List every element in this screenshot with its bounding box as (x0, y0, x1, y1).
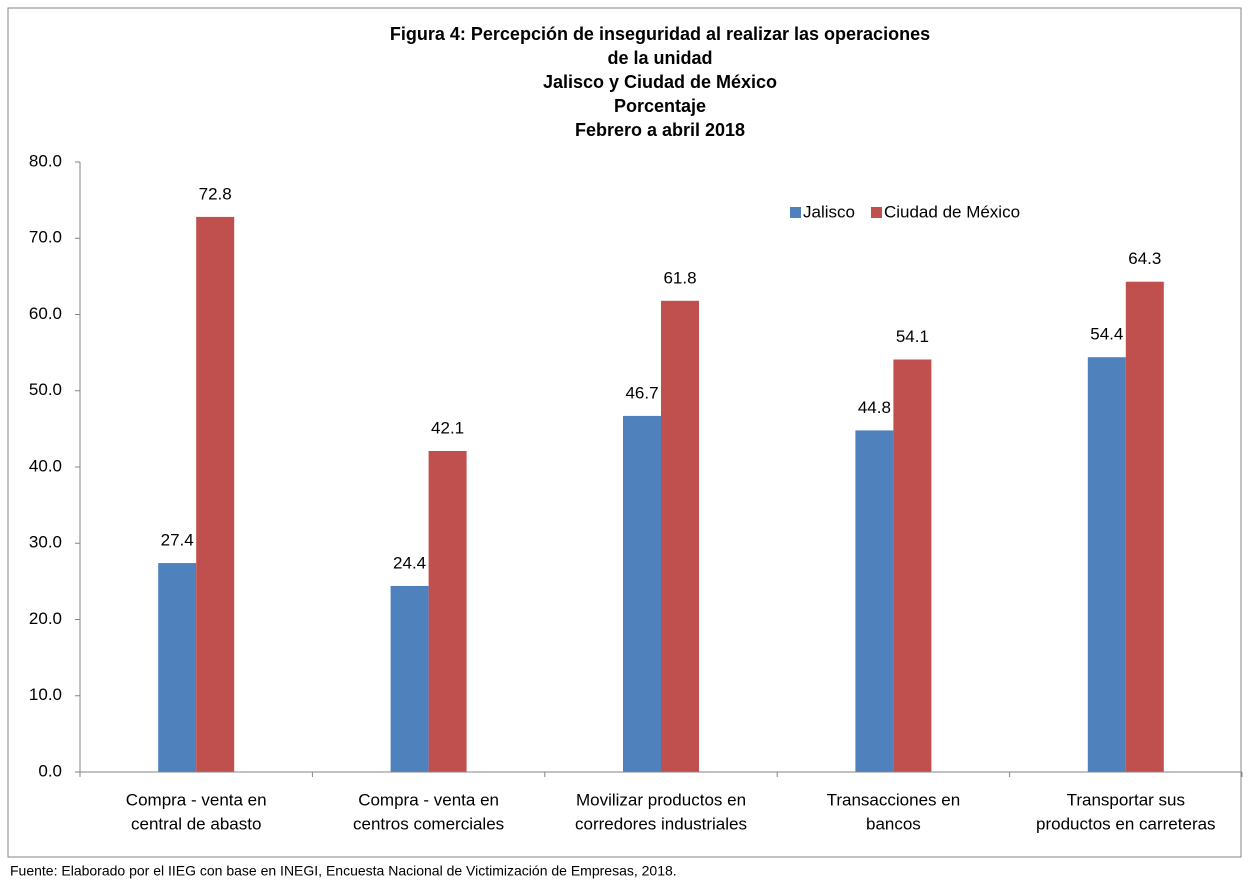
bar (158, 563, 197, 772)
y-tick-label: 30.0 (29, 533, 62, 552)
legend-swatch (870, 207, 882, 218)
data-label: 54.4 (1090, 325, 1123, 344)
data-label: 44.8 (858, 398, 891, 417)
chart-title: Jalisco y Ciudad de México (543, 72, 777, 92)
bar (623, 415, 661, 772)
x-tick-label: Movilizar productos en (576, 790, 746, 809)
y-tick-label: 0.0 (38, 761, 62, 780)
chart-title: Febrero a abril 2018 (575, 120, 745, 140)
y-tick-label: 50.0 (29, 380, 62, 399)
data-label: 46.7 (625, 383, 658, 402)
data-label: 54.1 (896, 327, 929, 346)
x-tick-label: Compra - venta en (126, 790, 267, 809)
x-tick-label: productos en carreteras (1036, 814, 1216, 833)
source-note: Fuente: Elaborado por el IIEG con base e… (10, 863, 677, 879)
data-label: 24.4 (393, 553, 426, 572)
y-tick-label: 80.0 (29, 151, 62, 170)
y-tick-label: 40.0 (29, 456, 62, 475)
bar (390, 585, 429, 772)
bar (196, 216, 235, 772)
chart-title: Porcentaje (614, 96, 706, 116)
x-tick-label: centros comerciales (353, 814, 504, 833)
bar (428, 450, 467, 772)
y-tick-label: 20.0 (29, 609, 62, 628)
data-label: 64.3 (1128, 249, 1161, 268)
bar (855, 430, 894, 772)
bar (1087, 357, 1126, 772)
legend-label: Jalisco (803, 202, 855, 221)
y-tick-label: 60.0 (29, 304, 62, 323)
x-tick-label: Transportar sus (1067, 790, 1185, 809)
data-label: 61.8 (663, 268, 696, 287)
x-tick-label: Transacciones en (827, 790, 961, 809)
data-label: 72.8 (199, 184, 232, 203)
bar (893, 359, 932, 772)
y-tick-label: 10.0 (29, 685, 62, 704)
chart-title: Figura 4: Percepción de inseguridad al r… (390, 24, 930, 44)
legend-swatch (790, 207, 801, 218)
bar (1125, 281, 1164, 772)
chart-title: de la unidad (607, 48, 712, 68)
x-tick-label: central de abasto (131, 814, 261, 833)
x-tick-label: corredores industriales (575, 814, 747, 833)
bar (661, 300, 699, 772)
legend-label: Ciudad de México (884, 202, 1020, 221)
data-label: 42.1 (431, 418, 464, 437)
x-tick-label: bancos (866, 814, 921, 833)
data-label: 27.4 (161, 531, 194, 550)
chart-border (7, 7, 1242, 858)
x-tick-label: Compra - venta en (358, 790, 499, 809)
y-tick-label: 70.0 (29, 228, 62, 247)
